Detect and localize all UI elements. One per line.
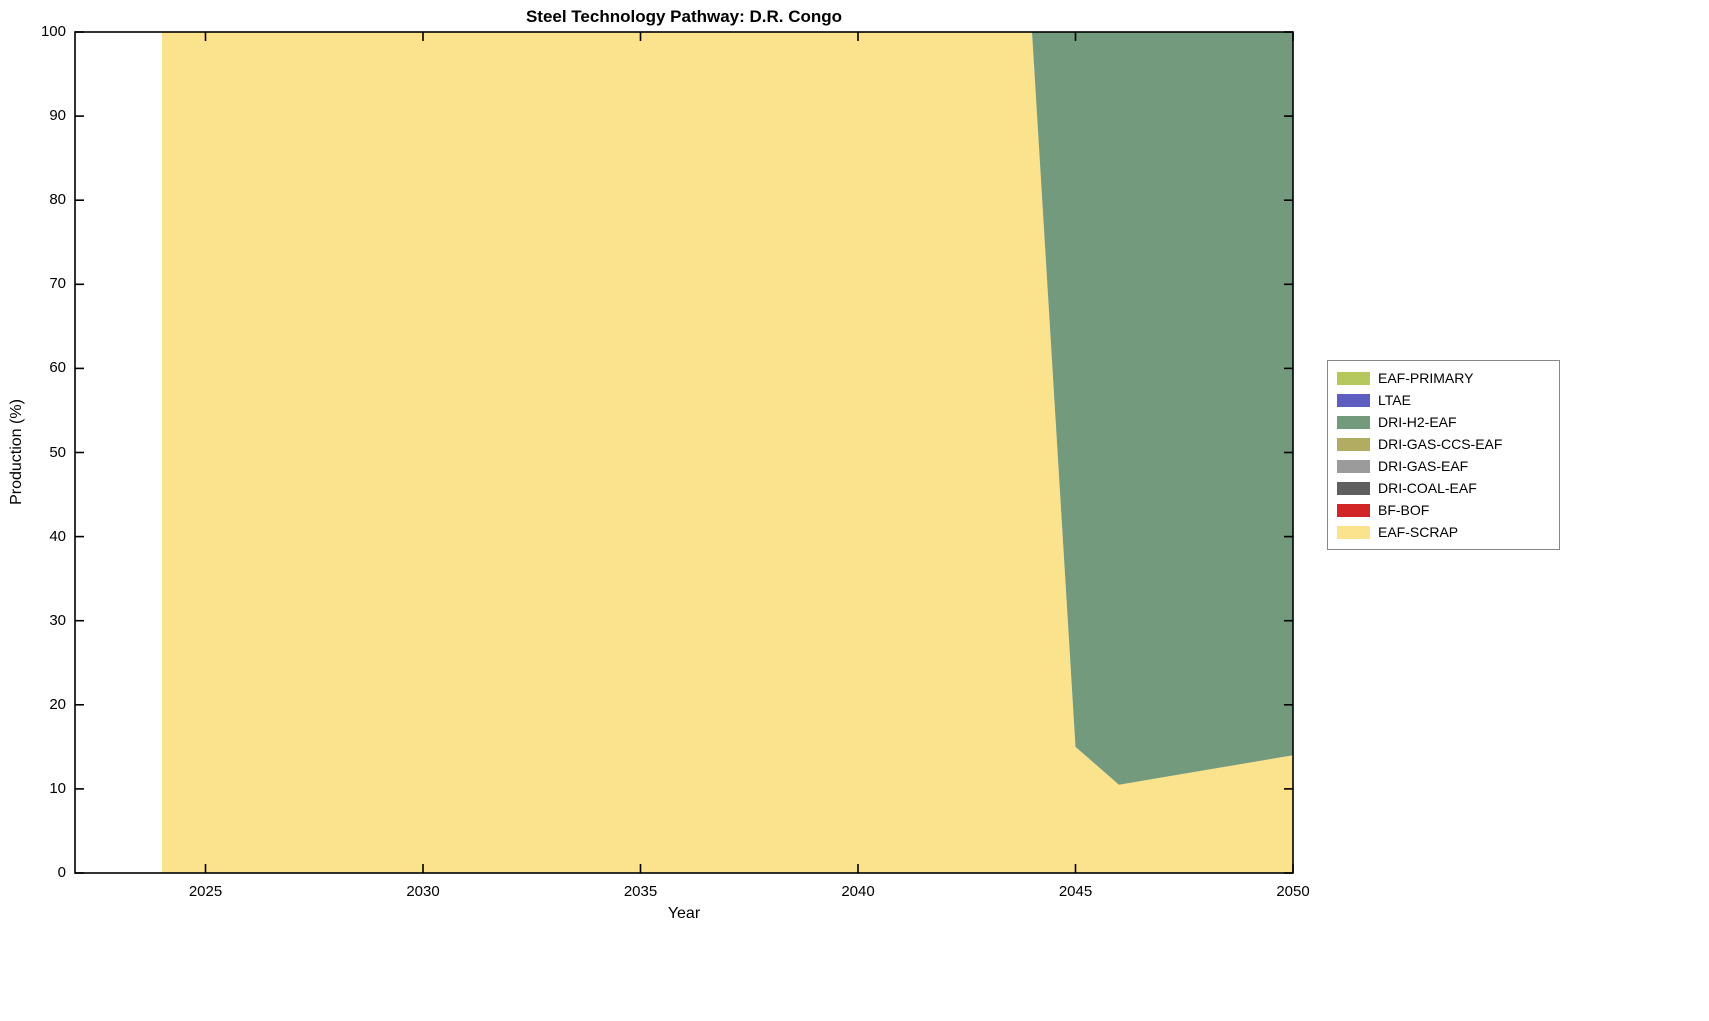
legend-swatch [1337,525,1370,539]
y-tick-label-10: 10 [49,779,66,797]
legend-swatch [1337,393,1370,407]
area-dri-h2-eaf [162,32,1293,785]
y-tick-label-30: 30 [49,611,66,629]
x-tick-label-2040: 2040 [841,883,875,900]
y-tick-label-0: 0 [57,864,66,881]
y-tick-label-20: 20 [49,695,66,713]
legend-entry-dri-coal-eaf: DRI-COAL-EAF [1328,477,1559,499]
legend-label: EAF-PRIMARY [1378,370,1474,386]
legend-swatch [1337,459,1370,473]
legend-entry-dri-gas-eaf: DRI-GAS-EAF [1328,455,1559,477]
legend-label: DRI-GAS-CCS-EAF [1378,436,1503,452]
legend-label: DRI-H2-EAF [1378,414,1457,430]
legend-swatch [1337,371,1370,385]
legend-label: BF-BOF [1378,502,1430,518]
legend: EAF-PRIMARY LTAE DRI-H2-EAF DRI-GAS-CCS-EAF… [1327,360,1560,550]
y-tick-label-50: 50 [49,443,66,461]
legend-entry-eaf-primary: EAF-PRIMARY [1328,367,1559,389]
legend-label: DRI-GAS-EAF [1378,458,1469,474]
legend-swatch [1337,415,1370,429]
y-tick-label-40: 40 [49,527,66,545]
y-tick-label-100: 100 [40,23,66,40]
legend-label: EAF-SCRAP [1378,524,1459,540]
y-tick-label-90: 90 [49,107,66,125]
legend-swatch [1337,481,1370,495]
legend-entry-dri-gas-ccs-eaf: DRI-GAS-CCS-EAF [1328,433,1559,455]
legend-label: DRI-COAL-EAF [1378,480,1477,496]
x-tick-label-2045: 2045 [1058,883,1093,900]
y-tick-label-70: 70 [49,275,66,293]
legend-entry-ltae: LTAE [1328,389,1559,411]
x-tick-label-2030: 2030 [406,883,440,900]
y-tick-label-60: 60 [49,359,66,377]
legend-entry-bf-bof: BF-BOF [1328,499,1559,521]
x-tick-label-2025: 2025 [188,883,223,900]
y-tick-label-80: 80 [49,191,66,209]
legend-swatch [1337,503,1370,517]
stacked-area-plot [74,31,1294,874]
legend-entry-dri-h2-eaf: DRI-H2-EAF [1328,411,1559,433]
x-tick-label-2050: 2050 [1276,883,1310,900]
x-tick-label-2035: 2035 [623,883,658,900]
axis-box [74,31,1294,874]
area-eaf-scrap [162,32,1293,873]
y-axis-label: Production (%) [8,399,25,505]
legend-swatch [1337,437,1370,451]
plot-area [74,31,1294,874]
x-axis-label: Year [667,905,701,922]
chart-title: Steel Technology Pathway: D.R. Congo [525,7,843,26]
legend-entry-eaf-scrap: EAF-SCRAP [1328,521,1559,543]
legend-label: LTAE [1378,392,1411,408]
